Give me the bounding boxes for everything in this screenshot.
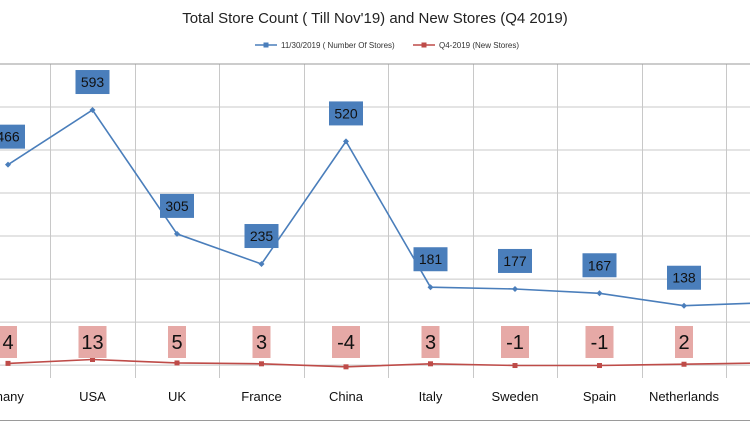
marker-stores: [512, 285, 518, 292]
marker-new-stores: [343, 364, 349, 370]
data-label-bg-new-stores: [0, 326, 17, 358]
data-label-stores: 305: [165, 198, 189, 214]
data-label-bg-stores: [498, 248, 532, 273]
plot-frame: [0, 63, 750, 421]
gridlines: [0, 63, 750, 378]
marker-stores: [343, 138, 349, 145]
markers: [5, 107, 687, 370]
data-label-stores: 167: [588, 257, 612, 273]
marker-new-stores: [259, 361, 264, 367]
data-label-bg-new-stores: [675, 326, 693, 358]
series-line-new-stores: [7, 358, 750, 368]
data-label-bg-stores: [244, 224, 279, 249]
marker-stores: [427, 284, 434, 291]
data-label-new-stores: 2: [678, 332, 689, 354]
data-label-stores: 181: [419, 251, 443, 267]
data-label-bg-new-stores: [332, 326, 360, 358]
marker-stores: [681, 302, 687, 309]
data-label-new-stores: -1: [506, 332, 524, 354]
data-label-bg-stores: [413, 247, 448, 272]
legend-label-new-stores: Q4-2019 (New Stores): [439, 41, 519, 50]
data-label-bg-new-stores: [168, 326, 186, 358]
data-label-bg-stores: [160, 193, 194, 218]
category-label: Netherlands: [649, 389, 720, 404]
data-label-bg-new-stores: [501, 326, 529, 358]
data-label-bg-stores: [667, 265, 701, 290]
data-label-new-stores: 4: [2, 332, 13, 354]
data-label-bg-stores: [582, 253, 617, 278]
category-label: Spain: [583, 389, 616, 404]
category-label: USA: [79, 389, 106, 404]
marker-stores: [5, 161, 11, 168]
category-label: France: [241, 389, 281, 404]
data-label-new-stores: 3: [425, 332, 436, 354]
data-label-stores: 138: [672, 270, 696, 286]
series-lines: [7, 108, 750, 368]
legend-marker-new-stores: [421, 42, 427, 48]
marker-new-stores: [428, 361, 433, 367]
category-label: Sweden: [492, 389, 539, 404]
data-label-bg-stores: [0, 124, 25, 149]
category-label: Italy: [419, 389, 443, 404]
legend: 11/30/2019 ( Number Of Stores) Q4-2019 (…: [255, 41, 519, 50]
category-label: China: [329, 389, 364, 404]
marker-stores: [596, 290, 603, 297]
data-label-bg-new-stores: [252, 326, 271, 358]
marker-stores: [258, 261, 265, 268]
marker-new-stores: [681, 361, 687, 367]
data-label-new-stores: -1: [591, 332, 609, 354]
category-label: many: [0, 389, 24, 404]
marker-new-stores: [174, 360, 180, 366]
data-label-stores: 235: [250, 228, 274, 244]
data-label-stores: 520: [334, 105, 358, 121]
marker-stores: [174, 230, 180, 237]
data-label-stores: 466: [0, 129, 20, 145]
category-labels: many USA UK France China Italy Sweden Spain Neth…: [0, 389, 720, 404]
legend-marker-stores: [263, 42, 269, 48]
data-label-new-stores: 3: [256, 332, 267, 354]
legend-label-stores: 11/30/2019 ( Number Of Stores): [281, 41, 395, 50]
marker-new-stores: [597, 363, 602, 369]
marker-new-stores: [90, 357, 95, 363]
data-labels: 466 593 305 235 520 181 177 167 138 4 13 5 3 -4 3 -1 -1 2: [0, 70, 701, 358]
series-line-stores: [7, 108, 750, 307]
data-label-new-stores: 13: [81, 332, 103, 354]
data-label-bg-stores: [75, 70, 110, 95]
marker-stores: [89, 107, 96, 114]
data-label-new-stores: -4: [337, 332, 355, 354]
chart-title: Total Store Count ( Till Nov'19) and New…: [182, 10, 568, 27]
data-label-bg-new-stores: [78, 326, 107, 358]
marker-new-stores: [5, 360, 11, 366]
data-label-stores: 177: [503, 253, 527, 269]
marker-new-stores: [512, 363, 518, 369]
data-label-new-stores: 5: [171, 332, 182, 354]
data-label-stores: 593: [81, 74, 105, 90]
data-label-bg-new-stores: [421, 326, 440, 358]
data-label-bg-new-stores: [585, 326, 614, 358]
category-label: UK: [168, 389, 186, 404]
data-label-bg-stores: [329, 101, 363, 126]
